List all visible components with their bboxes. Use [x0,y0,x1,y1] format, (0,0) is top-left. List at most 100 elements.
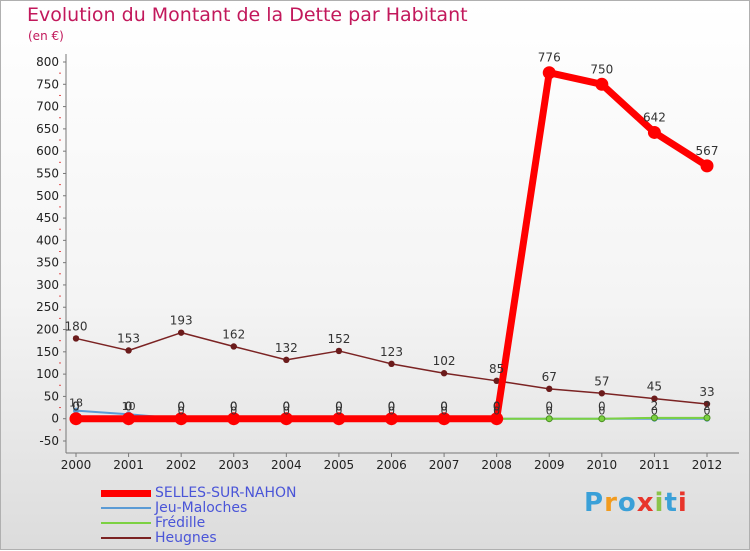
data-label: 0 [177,400,185,414]
data-label: 0 [283,405,290,418]
data-label: 0 [651,405,658,418]
legend-label: SELLES-SUR-NAHON [155,485,297,501]
data-point [279,412,293,426]
y-tick-label: 100 [36,367,59,381]
y-tick-label: 500 [36,189,59,203]
legend-label: Frédille [155,515,206,531]
logo-letter: r [604,488,618,518]
data-label: 0 [598,405,605,418]
legend-swatch [101,507,151,509]
data-point [230,343,237,350]
logo-letter: i [677,488,688,518]
data-point [545,415,553,423]
data-label: 2 [651,399,659,413]
data-label: 776 [538,51,561,65]
data-point [437,412,451,426]
legend-item-heugnes: Heugnes [101,530,341,546]
y-tick-label: 250 [36,300,59,314]
data-point [546,385,553,393]
data-label: 0 [388,400,396,414]
data-label: 45 [647,380,662,394]
data-point [703,400,711,408]
data-label: 0 [440,400,448,414]
data-point [703,414,711,422]
data-point [125,347,132,354]
data-point [598,390,606,397]
data-label: 0 [283,400,291,414]
data-point [651,395,658,402]
data-point [542,66,556,80]
x-tick-label: 2006 [376,458,407,472]
x-tick-label: 2011 [639,458,670,472]
data-label: 0 [230,405,237,418]
legend-swatch [101,489,151,497]
legend-item-jeu-maloches: Jeu-Maloches [101,500,341,516]
data-label: 750 [590,62,613,76]
proxiti-logo: Proxiti [584,488,688,518]
data-label: 85 [489,362,504,376]
chart-subtitle: (en €) [28,29,64,43]
data-point [647,125,661,139]
data-point [388,360,395,368]
y-tick-label: 400 [36,233,59,247]
data-label: 10 [122,400,136,413]
data-point [650,414,658,422]
data-label: 567 [696,144,719,158]
legend-swatch [101,537,151,539]
data-label: 0 [388,405,395,418]
y-tick-label: 200 [36,323,59,337]
data-point [385,412,398,426]
x-tick-label: 2001 [113,458,144,472]
y-tick-label: 550 [36,166,59,180]
data-point [72,335,80,342]
logo-letter: P [584,488,605,518]
data-point [177,329,185,336]
y-tick-label: 600 [36,144,59,158]
data-label: 123 [380,345,403,359]
data-label: 2 [703,399,711,413]
data-label: 0 [493,400,501,414]
data-point [493,377,500,385]
y-tick-label: -50 [39,434,59,448]
logo-letter: o [617,488,637,518]
data-point [227,412,241,426]
data-point [335,347,343,355]
y-tick-label: 750 [36,77,59,91]
data-label: 0 [283,400,291,414]
chart-title: Evolution du Montant de la Dette par Hab… [27,4,468,26]
y-tick-label: 350 [36,256,59,270]
x-tick-label: 2000 [61,458,92,472]
data-label: 0 [441,405,448,418]
data-label: 0 [335,405,342,418]
data-label: 18 [69,397,83,410]
data-point [283,356,290,364]
data-label: 0 [125,400,133,414]
data-label: 33 [699,385,714,399]
data-label: 162 [222,327,245,341]
legend: SELLES-SUR-NAHON Jeu-Maloches Frédille H… [101,485,341,546]
y-tick-label: 700 [36,100,59,114]
data-label: 0 [704,405,711,418]
logo-letter: x [636,488,655,518]
legend-swatch [101,522,151,524]
data-label: 0 [230,400,238,414]
x-tick-label: 2007 [429,458,460,472]
legend-label: Jeu-Maloches [155,500,248,516]
data-label: 102 [433,354,456,368]
legend-item-fredille: Frédille [101,515,341,531]
legend-label: Heugnes [155,530,217,546]
y-tick-label: 0 [51,412,59,426]
data-label: 0 [72,400,80,414]
series-line [75,331,708,405]
data-label: 642 [643,110,666,124]
data-point [598,415,606,423]
data-label: 153 [117,331,140,345]
data-label: 0 [178,405,185,418]
x-tick-label: 2009 [534,458,565,472]
data-label: 0 [335,400,343,414]
data-point [73,407,79,414]
data-label: 193 [170,314,193,328]
y-tick-label: 650 [36,122,59,136]
